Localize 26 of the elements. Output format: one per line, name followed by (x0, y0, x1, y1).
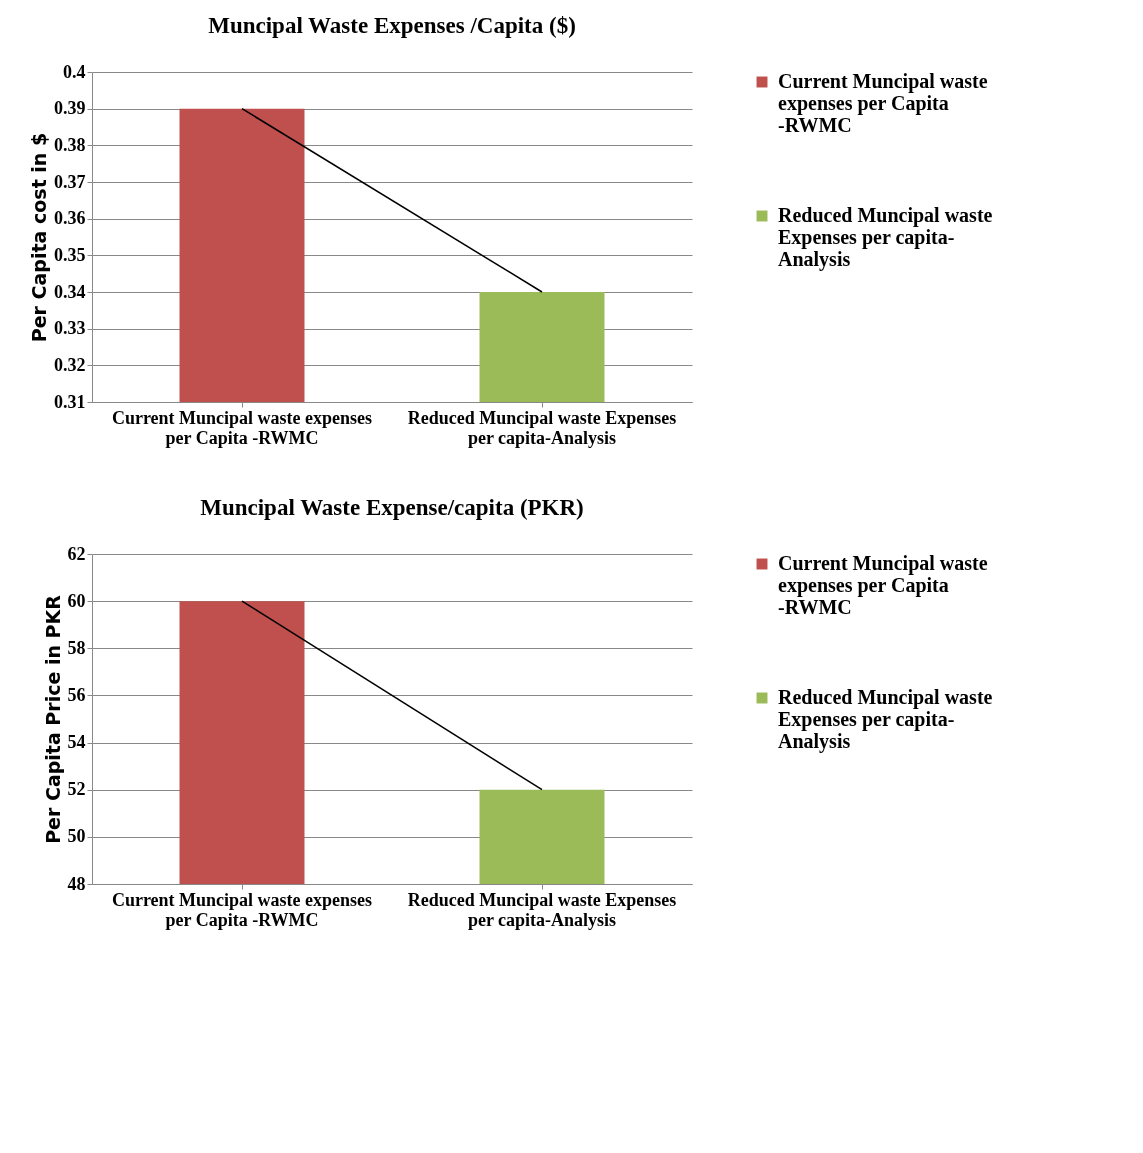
y-tick-label: 58 (67, 637, 86, 658)
legend-label: Reduced Muncipal waste Expenses per capita-Analysis (778, 686, 993, 753)
y-tick-label: 48 (67, 873, 86, 894)
y-tick-label: 0.33 (54, 318, 86, 339)
y-tick-label: 0.38 (54, 134, 86, 155)
y-axis-title: Per Capita Price in PKR (41, 594, 64, 844)
y-tick-label: 0.31 (54, 391, 86, 412)
y-tick-label: 60 (67, 590, 86, 611)
legend-label: Reduced Muncipal waste Expenses per capita-Analysis (778, 204, 993, 271)
y-tick-label: 0.32 (54, 354, 86, 375)
y-tick-label: 0.34 (54, 281, 86, 302)
y-tick-label: 54 (67, 732, 86, 753)
y-tick-label: 0.37 (54, 171, 86, 192)
y-tick-label: 0.4 (63, 61, 86, 82)
y-tick-label: 0.39 (54, 98, 86, 119)
y-axis-title: Per Capita cost in $ (28, 132, 50, 343)
y-tick-label: 52 (67, 779, 86, 800)
chart-title: Muncipal Waste Expenses /Capita ($) (208, 13, 576, 38)
y-tick-label: 50 (67, 826, 86, 847)
y-tick-label: 0.36 (54, 208, 86, 229)
chart-title: Muncipal Waste Expense/capita (PKR) (200, 495, 584, 520)
legend-label: Current Muncipal waste expenses per Capita -RWMC (778, 552, 988, 618)
y-tick-label: 56 (67, 684, 86, 705)
legend-label: Current Muncipal waste expenses per Capita -RWMC (778, 70, 988, 136)
y-tick-label: 62 (67, 543, 86, 564)
y-tick-label: 0.35 (54, 244, 86, 265)
